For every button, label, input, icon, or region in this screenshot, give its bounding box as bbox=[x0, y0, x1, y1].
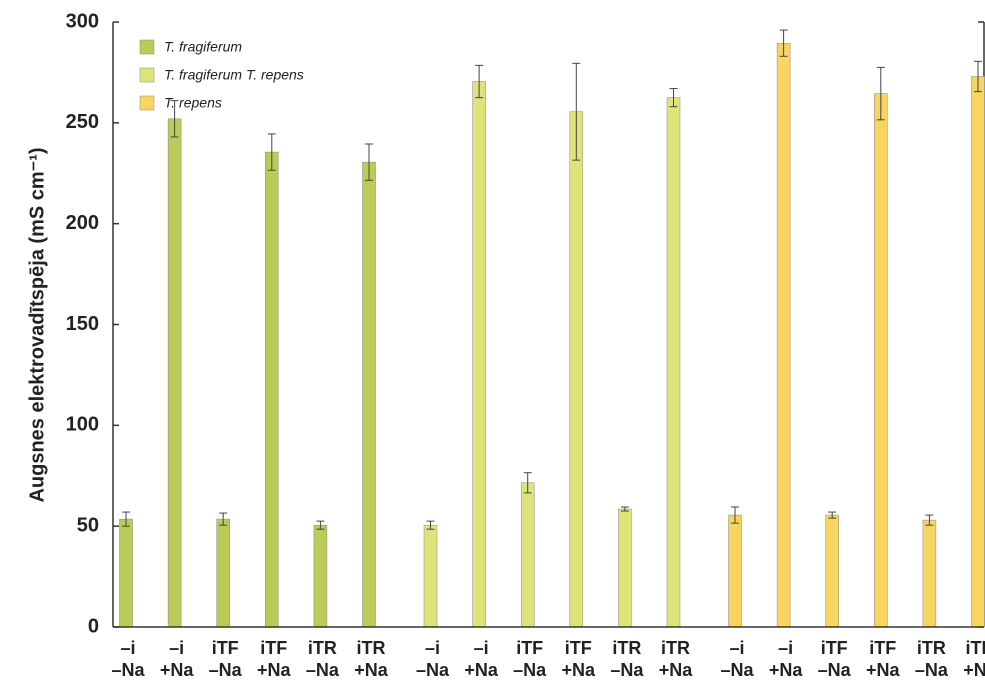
bar bbox=[971, 76, 985, 628]
x-tick-label: iTR bbox=[308, 638, 337, 658]
x-tick-label: iTF bbox=[212, 638, 239, 658]
bar bbox=[362, 161, 376, 628]
error-bar bbox=[316, 520, 325, 530]
x-tick-label: +Na bbox=[769, 660, 804, 680]
bar bbox=[520, 482, 535, 628]
x-tick-label: –Na bbox=[209, 660, 243, 680]
error-bar bbox=[731, 506, 739, 524]
error-bar bbox=[974, 60, 982, 93]
x-tick-label: +Na bbox=[354, 660, 389, 680]
legend-label: T. fragiferum T. repens bbox=[164, 67, 304, 83]
x-tick-label: –Na bbox=[416, 660, 450, 680]
bar bbox=[666, 97, 681, 628]
x-tick-label: +Na bbox=[963, 660, 985, 680]
error-bar bbox=[170, 100, 179, 138]
error-bar bbox=[219, 512, 228, 526]
x-tick-label: iTF bbox=[821, 638, 848, 658]
y-tick-label: 300 bbox=[66, 10, 99, 32]
bar bbox=[569, 111, 584, 628]
x-tick-label: –Na bbox=[610, 660, 644, 680]
error-bar bbox=[828, 511, 837, 519]
error-bar bbox=[779, 29, 788, 57]
x-tick-label: +Na bbox=[257, 660, 292, 680]
x-tick-label: –Na bbox=[915, 660, 949, 680]
bar bbox=[618, 508, 632, 628]
x-tick-label: iTR bbox=[917, 638, 946, 658]
x-tick-label: –i bbox=[425, 638, 440, 658]
error-bar bbox=[572, 62, 581, 161]
legend-swatch bbox=[139, 67, 155, 83]
x-tick-label: iTF bbox=[260, 638, 287, 658]
x-tick-label: iTF bbox=[516, 638, 543, 658]
x-tick-label: –Na bbox=[513, 660, 547, 680]
x-tick-label: +Na bbox=[160, 660, 195, 680]
error-bar bbox=[876, 66, 885, 121]
x-tick-label: iTR bbox=[661, 638, 690, 658]
legend-swatch bbox=[139, 95, 155, 111]
x-tick-label: –i bbox=[474, 638, 489, 658]
y-tick-label: 200 bbox=[66, 212, 99, 234]
error-bar bbox=[669, 88, 678, 108]
error-bar bbox=[122, 511, 130, 527]
x-tick-label: –i bbox=[169, 638, 184, 658]
error-bar bbox=[620, 506, 629, 512]
y-tick-label: 0 bbox=[88, 615, 99, 637]
bar bbox=[423, 524, 438, 628]
legend-label: T. fragiferum bbox=[164, 39, 242, 55]
x-tick-label: +Na bbox=[464, 660, 499, 680]
x-tick-label: iTR bbox=[612, 638, 641, 658]
bar bbox=[874, 93, 888, 628]
bar bbox=[472, 81, 486, 628]
x-tick-label: iTF bbox=[565, 638, 592, 658]
error-bar bbox=[426, 520, 435, 530]
x-tick-label: –i bbox=[778, 638, 793, 658]
bar bbox=[265, 151, 279, 628]
x-tick-label: +Na bbox=[659, 660, 694, 680]
x-tick-label: –i bbox=[120, 638, 135, 658]
y-tick-label: 50 bbox=[77, 514, 99, 536]
legend-swatch bbox=[139, 39, 155, 55]
x-tick-label: +Na bbox=[562, 660, 597, 680]
bar bbox=[922, 519, 937, 628]
x-tick-label: –Na bbox=[306, 660, 340, 680]
error-bar bbox=[267, 133, 276, 171]
bar bbox=[313, 524, 328, 628]
x-tick-label: iTR bbox=[966, 638, 985, 658]
bar bbox=[216, 518, 230, 628]
x-tick-label: –Na bbox=[818, 660, 852, 680]
error-bar bbox=[365, 143, 373, 181]
error-bar bbox=[925, 514, 934, 526]
bar bbox=[167, 118, 182, 628]
y-tick-label: 100 bbox=[66, 414, 99, 436]
x-tick-label: –Na bbox=[111, 660, 145, 680]
x-tick-label: –Na bbox=[720, 660, 754, 680]
error-bar bbox=[475, 64, 484, 99]
y-tick-label: 250 bbox=[66, 111, 99, 133]
x-tick-label: +Na bbox=[866, 660, 901, 680]
bar bbox=[776, 42, 791, 628]
x-tick-label: iTR bbox=[357, 638, 386, 658]
x-tick-label: iTF bbox=[869, 638, 896, 658]
bar bbox=[825, 514, 839, 628]
y-axis-label: Augsnes elektrovadītspēja (mS cm⁻¹) bbox=[26, 147, 48, 502]
bar bbox=[728, 514, 742, 628]
legend-label: T. repens bbox=[164, 95, 222, 111]
bar bbox=[119, 518, 133, 628]
x-tick-label: –i bbox=[729, 638, 744, 658]
y-tick-label: 150 bbox=[66, 313, 99, 335]
error-bar bbox=[523, 472, 532, 494]
